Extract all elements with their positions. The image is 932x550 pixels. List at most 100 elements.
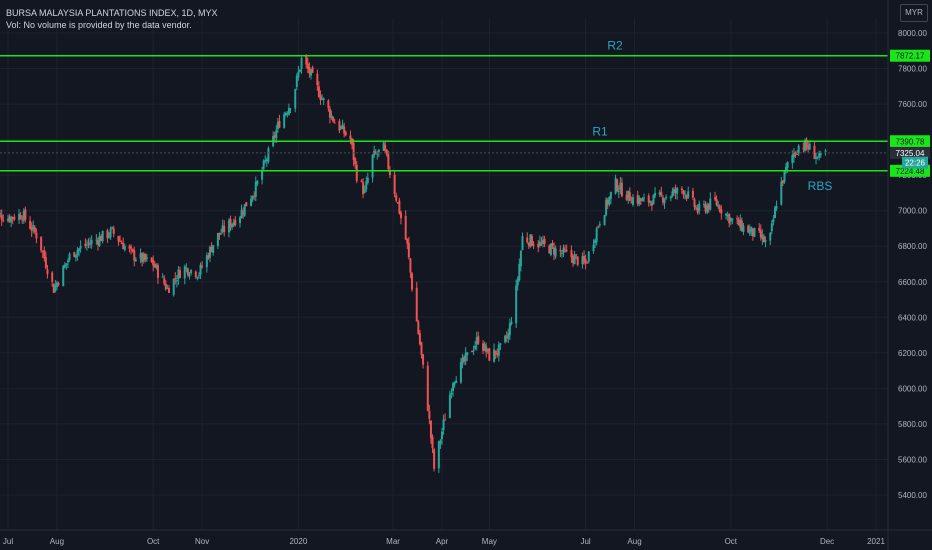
candle-body — [163, 278, 166, 284]
candle-body — [120, 242, 123, 244]
candle-body — [78, 248, 81, 251]
candle-body — [399, 212, 402, 219]
candle-body — [728, 213, 731, 224]
candle-body — [407, 242, 410, 258]
candle-body — [316, 73, 319, 86]
candle-body — [242, 212, 245, 214]
candle-body — [595, 228, 598, 242]
candle-body — [714, 197, 717, 200]
candle-body — [672, 189, 675, 194]
candle-body — [205, 255, 208, 268]
candle-body — [254, 182, 257, 197]
candle-body — [665, 196, 668, 199]
candle-body — [781, 180, 784, 184]
time-axis[interactable]: Jul Aug Oct Nov 2020 Mar Apr May Jul Aug Oct Dec 202… — [0, 529, 932, 546]
candle-body — [384, 144, 387, 151]
candle-body — [298, 69, 301, 72]
currency-badge[interactable]: MYR — [900, 4, 928, 22]
y-tick-label: 6200.00 — [898, 349, 927, 358]
candle-body — [769, 232, 772, 241]
x-tick-label: Aug — [627, 537, 641, 546]
candle-body — [693, 199, 696, 207]
candle-body — [256, 180, 259, 185]
candle-body — [131, 248, 134, 252]
candle-body — [731, 218, 734, 220]
candle-body — [466, 352, 469, 356]
candle-body — [65, 263, 68, 266]
candle-body — [21, 219, 24, 221]
candle-body — [739, 219, 742, 228]
x-tick-label: Apr — [436, 537, 449, 546]
candle-body — [283, 114, 286, 128]
candle-body — [802, 147, 805, 149]
candle-body — [783, 170, 786, 182]
candle-body — [142, 254, 145, 262]
candle-body — [164, 283, 167, 290]
candle-body — [221, 225, 224, 233]
candle-body — [565, 250, 568, 252]
candle-body — [306, 63, 309, 69]
candle-body — [639, 198, 642, 201]
candle-body — [470, 351, 473, 353]
candle-body — [695, 207, 698, 209]
candle-body — [729, 218, 732, 222]
candle-body — [529, 234, 532, 247]
candle-body — [117, 236, 120, 242]
candle-body — [420, 342, 423, 355]
candle-body — [108, 235, 111, 237]
candle-body — [720, 209, 723, 214]
candle-body — [411, 273, 414, 290]
candle-body — [111, 227, 114, 229]
candle-body — [620, 182, 623, 197]
candle-body — [428, 410, 431, 419]
candle-body — [499, 343, 502, 345]
candle-body — [19, 214, 22, 220]
y-tick-label: 5800.00 — [898, 420, 927, 429]
candle-body — [354, 158, 357, 165]
last-price-tag-text: 7325.04 — [896, 149, 925, 158]
candle-body — [85, 244, 88, 246]
candle-body — [209, 246, 212, 258]
candle-body — [95, 239, 98, 241]
candle-body — [172, 278, 175, 295]
candle-body — [289, 108, 292, 110]
candle-body — [551, 243, 554, 246]
candle-body — [641, 198, 644, 202]
candle-body — [43, 250, 46, 259]
candle-body — [52, 283, 55, 293]
candle-body — [698, 203, 701, 211]
candle-body — [240, 209, 243, 218]
candle-body — [196, 277, 199, 279]
candle-body — [396, 202, 399, 204]
candle-body — [267, 148, 270, 162]
candle-body — [571, 255, 574, 263]
countdown-tag-text: 22:26 — [905, 159, 926, 168]
x-tick-label: Mar — [386, 537, 400, 546]
candle-body — [415, 287, 418, 322]
candle-body — [586, 262, 589, 264]
candle-body — [393, 174, 396, 194]
price-axis[interactable]: 5400.00 5600.00 5800.00 6000.00 6200.00 6400.… — [887, 0, 930, 550]
candle-body — [33, 227, 36, 233]
candle-body — [737, 219, 740, 226]
candle-body — [818, 152, 821, 158]
candle-body — [576, 256, 579, 265]
candle-body — [109, 228, 112, 238]
candle-body — [792, 153, 795, 157]
candle-body — [76, 250, 79, 256]
level-price-tag — [890, 135, 930, 148]
candle-body — [450, 393, 453, 395]
candle-body — [327, 100, 330, 108]
y-tick-label: 6800.00 — [898, 242, 927, 251]
candle-body — [395, 195, 398, 201]
candle-body — [32, 225, 35, 230]
candle-body — [363, 189, 366, 193]
candle-body — [608, 196, 611, 205]
candle-body — [426, 365, 429, 411]
y-tick-label: 7800.00 — [898, 65, 927, 74]
candle-body — [333, 122, 336, 124]
candle-body — [463, 356, 466, 362]
candle-body — [130, 246, 133, 249]
candle-body — [106, 230, 109, 239]
